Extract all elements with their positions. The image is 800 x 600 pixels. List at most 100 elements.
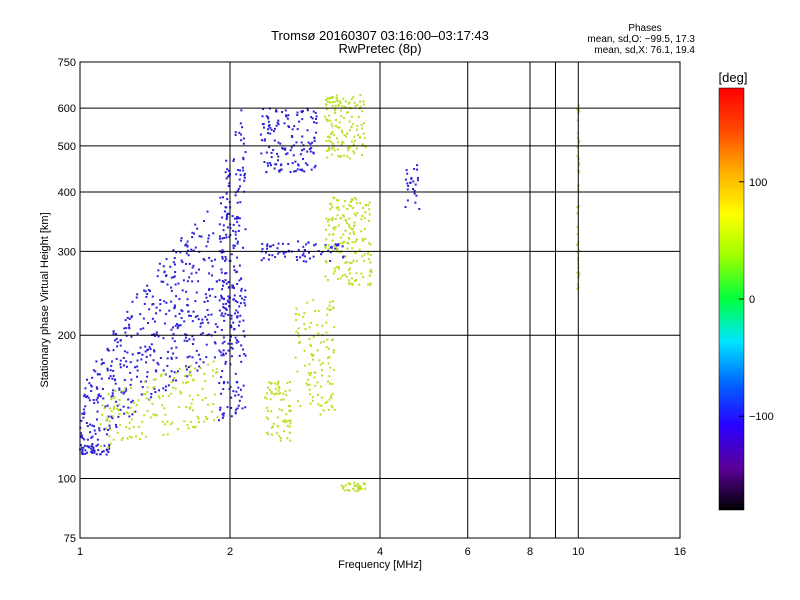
data-point <box>289 409 292 412</box>
data-point <box>190 248 193 251</box>
data-point <box>119 366 122 369</box>
data-point <box>289 422 292 425</box>
data-point <box>136 365 139 368</box>
data-point <box>576 226 579 229</box>
data-point <box>346 489 349 492</box>
data-point <box>341 241 344 244</box>
data-point <box>282 251 285 254</box>
data-point <box>341 140 344 143</box>
data-point <box>348 204 351 207</box>
y-tick-label: 400 <box>58 187 76 199</box>
data-point <box>79 432 82 435</box>
data-point <box>192 338 195 341</box>
data-point <box>353 279 356 282</box>
data-point <box>345 111 348 114</box>
data-point <box>174 387 177 390</box>
data-point <box>222 336 225 339</box>
grid-lines <box>80 62 680 538</box>
data-point <box>307 241 310 244</box>
data-point <box>284 109 287 112</box>
data-point <box>182 279 185 282</box>
data-point <box>370 270 373 273</box>
colorbar-tick-label: −100 <box>749 411 774 423</box>
data-point <box>190 374 193 377</box>
data-point <box>140 380 143 383</box>
data-point <box>186 303 189 306</box>
colorbar-tick-label: 100 <box>749 177 767 189</box>
data-point <box>83 438 86 441</box>
data-point <box>214 371 217 374</box>
data-point <box>197 353 200 356</box>
data-point <box>310 353 313 356</box>
data-point <box>320 369 323 372</box>
data-point <box>327 97 330 100</box>
data-point <box>170 347 173 350</box>
data-point <box>223 306 226 309</box>
data-point <box>240 297 243 300</box>
data-point <box>160 374 163 377</box>
data-point <box>86 451 89 454</box>
data-point <box>266 243 269 246</box>
data-point <box>296 113 299 116</box>
data-point <box>270 128 273 131</box>
data-point <box>123 327 126 330</box>
data-point <box>165 274 168 277</box>
data-point <box>233 265 236 268</box>
data-point <box>230 415 233 418</box>
data-point <box>90 444 93 447</box>
data-point <box>351 198 354 201</box>
data-point <box>164 385 167 388</box>
data-point <box>285 420 288 423</box>
data-point <box>232 247 235 250</box>
data-point <box>276 152 279 155</box>
data-point <box>189 314 192 317</box>
data-point <box>273 167 276 170</box>
data-point <box>115 357 118 360</box>
data-point <box>266 162 269 165</box>
data-point <box>174 315 177 318</box>
data-point <box>416 164 419 167</box>
data-point <box>188 370 191 373</box>
data-point <box>333 149 336 152</box>
data-point <box>179 390 182 393</box>
data-point <box>105 419 108 422</box>
data-point <box>214 342 217 345</box>
data-point <box>173 306 176 309</box>
data-point <box>162 369 165 372</box>
data-point <box>225 233 228 236</box>
data-point <box>321 324 324 327</box>
data-point <box>145 295 148 298</box>
data-point <box>360 123 363 126</box>
data-point <box>196 314 199 317</box>
data-point <box>326 135 329 138</box>
data-point <box>334 111 337 114</box>
data-point <box>233 217 236 220</box>
data-point <box>276 247 279 250</box>
data-point <box>116 407 119 410</box>
data-point <box>331 216 334 219</box>
data-point <box>312 354 315 357</box>
data-point <box>336 148 339 151</box>
data-point <box>144 393 147 396</box>
data-point <box>275 392 278 395</box>
data-point <box>362 276 365 279</box>
data-point <box>156 414 159 417</box>
data-point <box>339 102 342 105</box>
data-point <box>194 300 197 303</box>
data-point <box>123 412 126 415</box>
data-point <box>125 365 128 368</box>
data-point <box>277 119 280 122</box>
data-point <box>106 404 109 407</box>
data-point <box>361 143 364 146</box>
data-point <box>333 267 336 270</box>
data-point <box>191 320 194 323</box>
data-point <box>152 378 155 381</box>
data-point <box>353 196 356 199</box>
data-point <box>181 381 184 384</box>
data-point <box>277 252 280 255</box>
data-point <box>102 450 105 453</box>
data-point <box>124 387 127 390</box>
data-point <box>159 357 162 360</box>
data-point <box>326 278 329 281</box>
